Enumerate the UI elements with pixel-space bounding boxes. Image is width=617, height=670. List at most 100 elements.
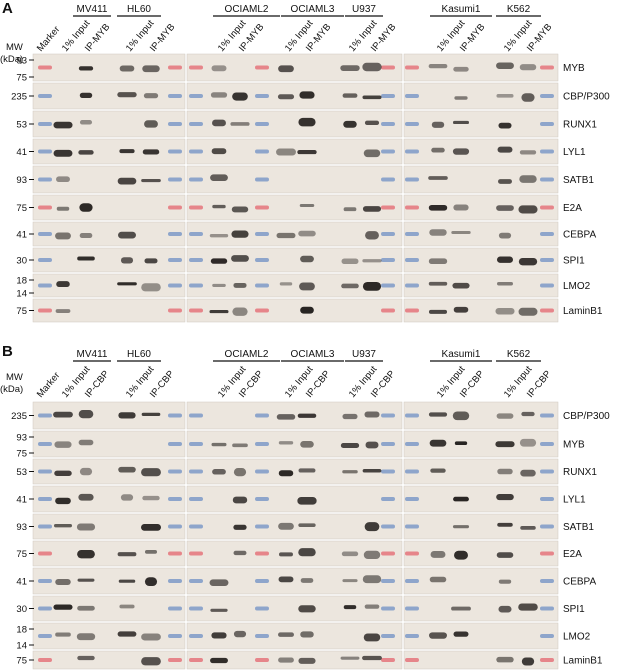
mw-tick-label: 14 — [16, 641, 27, 652]
protein-band — [120, 494, 134, 501]
mw-header-line: (kDa) — [0, 54, 23, 65]
marker-band — [189, 658, 203, 662]
mw-tick-label: 75 — [16, 73, 27, 84]
marker-band — [405, 308, 419, 313]
blot-strip — [403, 298, 559, 323]
protein-band — [454, 441, 468, 446]
protein-band — [209, 579, 229, 586]
blot-strip — [403, 430, 559, 458]
marker-band — [168, 205, 182, 210]
protein-band — [300, 440, 314, 448]
protein-band — [78, 150, 94, 155]
protein-band — [77, 550, 95, 559]
protein-band — [298, 605, 316, 613]
marker-band — [540, 497, 554, 501]
protein-band — [298, 230, 316, 237]
marker-band — [38, 606, 52, 611]
marker-band — [540, 65, 554, 70]
protein-band — [452, 411, 470, 421]
marker-band — [381, 205, 395, 210]
protein-band — [452, 525, 470, 529]
marker-band — [405, 634, 419, 638]
mw-tick-label: 53 — [16, 467, 27, 478]
protein-band — [76, 633, 96, 641]
protein-band — [276, 148, 296, 156]
protein-band — [428, 309, 448, 314]
marker-band — [38, 469, 52, 474]
protein-band — [428, 412, 448, 417]
protein-band — [300, 255, 314, 263]
marker-band — [405, 205, 419, 210]
marker-band — [540, 442, 554, 446]
marker-band — [381, 177, 395, 182]
protein-band — [119, 65, 135, 72]
marker-band — [255, 65, 269, 70]
marker-band — [255, 232, 269, 236]
marker-band — [38, 658, 52, 662]
marker-band — [540, 232, 554, 236]
mw-tick-label: 75 — [16, 449, 27, 460]
blot-strip — [32, 650, 186, 670]
blot-strip — [32, 165, 186, 194]
protein-band — [117, 282, 137, 286]
mw-tick-label: 30 — [16, 604, 27, 615]
blot-strip — [403, 273, 559, 298]
marker-band — [189, 232, 203, 236]
blot-row: 41 LYL1 — [16, 138, 586, 165]
mw-tick-label: 18 — [16, 276, 27, 287]
mw-header-line: MW — [6, 42, 23, 53]
marker-band — [38, 442, 52, 446]
protein-band — [231, 206, 249, 213]
marker-band — [38, 524, 52, 529]
protein-band — [428, 63, 448, 69]
blot-row: 53 RUNX1 — [16, 458, 597, 485]
protein-label: SATB1 — [563, 175, 594, 186]
protein-band — [79, 203, 93, 212]
blot-row: 235 CBP/P300 — [11, 82, 610, 110]
protein-band — [144, 577, 158, 587]
protein-label: E2A — [563, 549, 582, 560]
marker-band — [381, 308, 395, 313]
marker-band — [255, 308, 269, 313]
marker-band — [255, 258, 269, 262]
marker-band — [381, 606, 395, 611]
marker-band — [540, 606, 554, 611]
marker-band — [189, 551, 203, 556]
marker-band — [405, 497, 419, 501]
blot-strip — [32, 82, 186, 110]
protein-band — [453, 496, 469, 502]
protein-band — [429, 439, 447, 447]
blot-strip — [403, 110, 559, 138]
protein-band — [232, 496, 248, 504]
marker-band — [255, 469, 269, 474]
protein-band — [55, 309, 71, 313]
protein-band — [341, 283, 359, 289]
marker-band — [381, 497, 395, 501]
protein-band — [78, 493, 94, 501]
protein-band — [340, 65, 360, 71]
protein-band — [233, 630, 247, 638]
protein-band — [141, 283, 161, 292]
protein-band — [232, 92, 248, 101]
cell-line-label: K562 — [507, 4, 531, 15]
protein-band — [79, 233, 93, 239]
marker-band — [405, 658, 419, 662]
protein-band — [278, 576, 294, 583]
protein-band — [343, 120, 357, 128]
protein-band — [211, 442, 227, 447]
protein-band — [362, 206, 382, 212]
protein-band — [431, 121, 445, 128]
marker-band — [168, 658, 182, 662]
protein-band — [276, 414, 296, 420]
mw-header-line: MW — [6, 372, 23, 383]
marker-label: Marker — [35, 370, 62, 400]
protein-band — [342, 470, 358, 474]
marker-band — [381, 658, 395, 662]
marker-band — [168, 232, 182, 236]
protein-band — [233, 282, 247, 288]
mw-tick-label: 235 — [11, 411, 27, 422]
marker-band — [405, 442, 419, 446]
protein-band — [453, 631, 469, 637]
marker-band — [168, 258, 182, 262]
